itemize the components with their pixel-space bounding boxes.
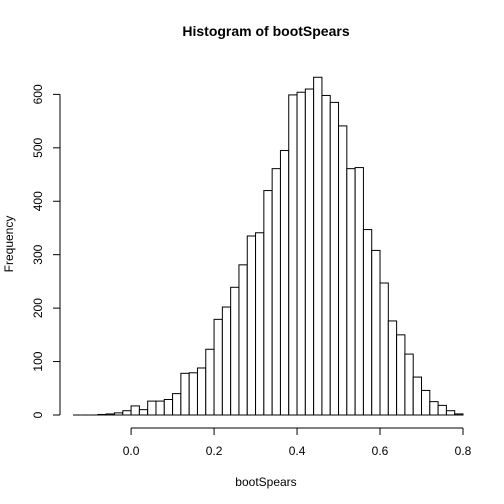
histogram-bar bbox=[113, 412, 124, 416]
x-tick-label: 0.8 bbox=[455, 444, 472, 458]
y-tick-label: 100 bbox=[31, 351, 45, 371]
histogram-bar bbox=[213, 318, 223, 416]
histogram-bar bbox=[155, 400, 165, 416]
histogram-bar bbox=[362, 229, 373, 416]
histogram-bar bbox=[279, 149, 290, 416]
x-tick-label: 0.4 bbox=[289, 444, 306, 458]
histogram-bar bbox=[437, 404, 447, 416]
histogram-bar bbox=[122, 410, 132, 416]
histogram-bar bbox=[354, 167, 364, 416]
histogram-bar bbox=[387, 320, 398, 416]
histogram-bar bbox=[412, 376, 423, 416]
histogram-bar bbox=[329, 101, 340, 416]
x-axis: 0.0 0.2 0.4 0.6 0.8 bbox=[123, 427, 472, 458]
histogram-bar bbox=[429, 401, 439, 416]
histogram-bar bbox=[246, 235, 257, 416]
histogram-bar bbox=[263, 190, 273, 416]
histogram-bar bbox=[205, 348, 215, 416]
histogram-bar bbox=[188, 372, 198, 416]
histogram-bar bbox=[196, 367, 207, 416]
chart-title: Histogram of bootSpears bbox=[182, 23, 349, 39]
histogram-bar bbox=[180, 372, 190, 416]
histogram-bar bbox=[172, 393, 182, 416]
bars-group bbox=[73, 76, 464, 416]
y-tick-label: 500 bbox=[31, 137, 45, 157]
x-tick-label: 0.6 bbox=[372, 444, 389, 458]
histogram-bar bbox=[255, 232, 265, 416]
histogram-bar bbox=[288, 94, 298, 416]
histogram-bar bbox=[379, 282, 389, 416]
histogram-bar bbox=[105, 413, 115, 416]
histogram-bar bbox=[404, 353, 414, 416]
histogram-bar bbox=[454, 413, 464, 416]
y-tick-label: 300 bbox=[31, 244, 45, 264]
histogram-bar bbox=[396, 334, 406, 416]
histogram-bar bbox=[421, 389, 431, 416]
x-axis-label: bootSpears bbox=[235, 475, 296, 489]
histogram-bar bbox=[271, 168, 281, 416]
histogram-bar bbox=[296, 91, 306, 416]
histogram-bar bbox=[138, 409, 149, 416]
y-axis: 0 100 200 300 400 500 600 bbox=[31, 84, 61, 418]
histogram-bar bbox=[230, 286, 240, 416]
x-tick-label: 0.0 bbox=[123, 444, 140, 458]
y-tick-label: 0 bbox=[31, 411, 45, 418]
y-tick-label: 400 bbox=[31, 191, 45, 211]
histogram-bar bbox=[97, 413, 107, 416]
y-tick-label: 600 bbox=[31, 84, 45, 104]
histogram-bar bbox=[304, 88, 315, 416]
histogram-bar bbox=[221, 306, 232, 416]
histogram-bar bbox=[346, 168, 356, 416]
histogram-bar bbox=[238, 264, 248, 416]
y-axis-label: Frequency bbox=[2, 216, 16, 273]
histogram-bar bbox=[338, 125, 348, 416]
histogram-bar bbox=[147, 400, 157, 416]
x-tick-label: 0.2 bbox=[206, 444, 223, 458]
histogram-bar bbox=[130, 405, 140, 416]
histogram-bar bbox=[445, 410, 456, 416]
y-tick-label: 200 bbox=[31, 298, 45, 318]
histogram-bar bbox=[313, 76, 323, 416]
histogram-bar bbox=[163, 399, 174, 416]
histogram-bar bbox=[321, 94, 331, 416]
histogram-bar bbox=[371, 249, 381, 416]
